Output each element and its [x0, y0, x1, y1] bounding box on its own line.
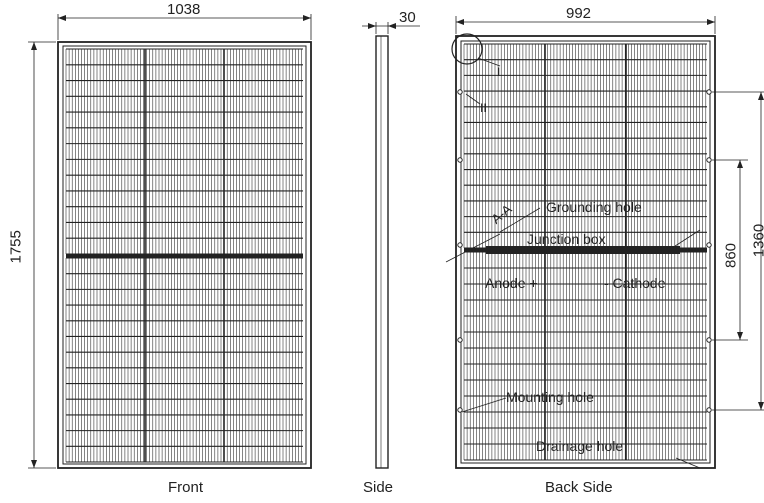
dimension-arrow	[758, 402, 764, 410]
edge-hole	[458, 408, 462, 412]
side-view-title: Side	[363, 480, 393, 495]
dimension-arrow	[58, 15, 66, 21]
edge-hole	[458, 158, 462, 162]
side-thickness-dimension: 30	[399, 10, 416, 25]
front-bus-bar	[66, 254, 303, 259]
dimension-arrow	[758, 92, 764, 100]
front-view-title: Front	[168, 480, 203, 495]
hole-spacing-860-dimension: 860	[724, 240, 739, 272]
grounding-hole-label: Grounding hole	[546, 200, 642, 214]
dimension-arrow	[31, 460, 37, 468]
front-width-dimension: 1038	[167, 2, 200, 17]
back-view-title: Back Side	[545, 480, 613, 495]
front-cell-grid	[58, 42, 311, 468]
dimension-arrow	[368, 23, 376, 29]
edge-hole	[707, 408, 711, 412]
anode-label: Anode +	[485, 276, 538, 290]
edge-hole	[707, 158, 711, 162]
junction-box-label: Junction box	[527, 232, 606, 246]
dimension-arrow	[31, 42, 37, 50]
dimension-arrow	[456, 19, 464, 25]
edge-hole	[458, 90, 462, 94]
cathode-label: - Cathode	[604, 276, 665, 290]
detail-i-label: I	[497, 66, 500, 78]
dimension-arrow	[737, 332, 743, 340]
drainage-hole-label: Drainage hole	[536, 439, 623, 453]
edge-hole	[458, 338, 462, 342]
mounting-hole-label: Mounting hole	[506, 390, 594, 404]
detail-ii-label: II	[480, 102, 487, 114]
edge-hole	[458, 243, 462, 247]
junction-box	[486, 246, 680, 254]
dimension-arrow	[388, 23, 396, 29]
hole-spacing-1360-dimension: 1360	[752, 223, 764, 259]
dimension-arrow	[737, 160, 743, 168]
dimension-lines	[28, 14, 764, 468]
edge-hole	[707, 90, 711, 94]
leader-line	[466, 94, 480, 104]
dimension-arrow	[303, 15, 311, 21]
back-width-dimension: 992	[566, 6, 591, 21]
side-frame	[376, 36, 388, 468]
edge-hole	[707, 243, 711, 247]
leader-line	[462, 398, 506, 412]
edge-hole	[707, 338, 711, 342]
front-height-dimension: 1755	[9, 232, 24, 264]
dimension-arrow	[707, 19, 715, 25]
